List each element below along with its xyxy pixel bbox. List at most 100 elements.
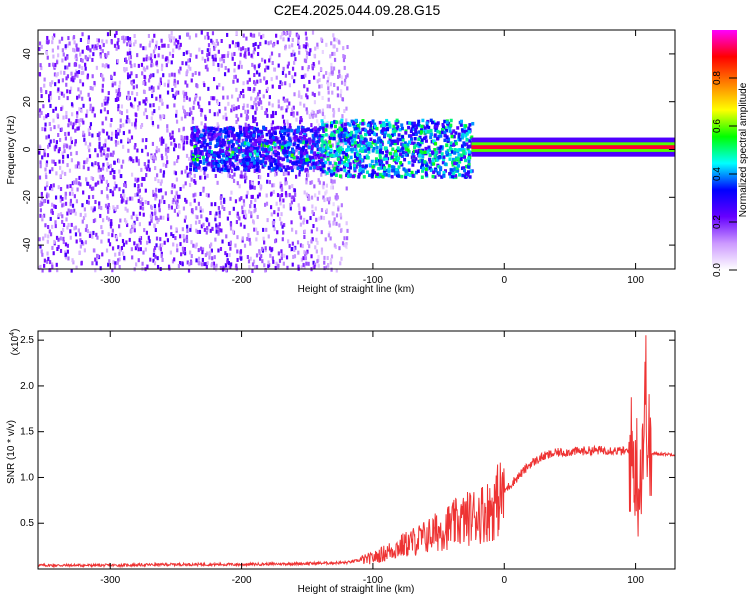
heatmap-cell	[174, 38, 178, 43]
heatmap-cell	[406, 172, 410, 177]
heatmap-cell	[116, 260, 119, 265]
heatmap-cell	[257, 102, 261, 107]
heatmap-cell	[272, 221, 276, 226]
heatmap-cell	[94, 199, 97, 204]
heatmap-cell	[310, 112, 313, 117]
heatmap-cell	[132, 104, 135, 109]
heatmap-cell	[236, 133, 240, 138]
heatmap-cell	[192, 157, 196, 162]
heatmap-cell	[185, 165, 189, 170]
heatmap-cell	[207, 161, 211, 166]
heatmap-cell	[70, 77, 73, 82]
heatmap-cell	[68, 145, 71, 150]
heatmap-cell	[58, 95, 61, 100]
heatmap-cell	[56, 72, 59, 77]
heatmap-cell	[39, 160, 42, 165]
heatmap-cell	[449, 141, 453, 145]
heatmap-cell	[286, 98, 289, 103]
heatmap-cell	[317, 178, 320, 183]
heatmap-cell	[71, 125, 75, 130]
heatmap-cell	[290, 153, 294, 158]
heatmap-cell	[127, 96, 130, 101]
heatmap-cell	[240, 170, 243, 175]
heatmap-cell	[283, 171, 286, 176]
heatmap-cell	[320, 84, 323, 89]
heatmap-cell	[321, 147, 325, 151]
heatmap-cell	[297, 150, 300, 155]
heatmap-cell	[296, 143, 300, 148]
heatmap-cell	[234, 243, 237, 248]
heatmap-cell	[181, 227, 184, 232]
heatmap-cell	[247, 165, 251, 169]
heatmap-cell	[260, 35, 263, 40]
heatmap-cell	[131, 91, 134, 96]
heatmap-cell	[38, 237, 41, 242]
heatmap-cell	[179, 242, 182, 247]
heatmap-cell	[278, 258, 282, 263]
heatmap-cell	[298, 210, 301, 215]
heatmap-cell	[303, 229, 306, 234]
heatmap-cell	[183, 218, 187, 223]
heatmap-cell	[244, 126, 248, 131]
heatmap-cell	[60, 127, 63, 132]
heatmap-cell	[105, 179, 108, 184]
heatmap-cell	[79, 212, 82, 217]
heatmap-cell	[224, 145, 227, 150]
heatmap-cell	[150, 59, 153, 64]
heatmap-cell	[412, 149, 416, 153]
heatmap-cell	[160, 136, 164, 141]
heatmap-cell	[246, 141, 250, 146]
heatmap-cell	[464, 124, 468, 128]
heatmap-cell	[244, 55, 247, 60]
heatmap-cell	[189, 202, 192, 207]
heatmap-cell	[232, 206, 235, 211]
heatmap-cell	[464, 134, 468, 138]
heatmap-cell	[190, 134, 194, 139]
heatmap-cell	[205, 152, 209, 156]
heatmap-cell	[270, 248, 273, 253]
heatmap-cell	[233, 51, 236, 56]
heatmap-cell	[214, 217, 217, 222]
heatmap-cell	[176, 248, 179, 253]
heatmap-cell	[158, 82, 161, 87]
heatmap-cell	[121, 36, 124, 41]
heatmap-cell	[289, 202, 292, 207]
heatmap-cell	[417, 137, 421, 141]
heatmap-cell	[322, 164, 326, 168]
heatmap-cell	[194, 220, 198, 225]
heatmap-cell	[285, 180, 289, 185]
heatmap-cell	[38, 47, 41, 52]
heatmap-cell	[132, 159, 135, 164]
heatmap-cell	[200, 112, 203, 117]
heatmap-cell	[385, 168, 389, 173]
heatmap-cell	[175, 44, 178, 49]
heatmap-cell	[250, 214, 253, 219]
heatmap-cell	[276, 158, 280, 163]
heatmap-cell	[277, 207, 280, 212]
heatmap-cell	[296, 166, 300, 171]
heatmap-cell	[285, 108, 288, 113]
heatmap-cell	[345, 106, 348, 111]
heatmap-cell	[320, 215, 323, 220]
heatmap-cell	[190, 240, 193, 245]
heatmap-cell	[153, 54, 157, 59]
heatmap-cell	[244, 149, 248, 154]
heatmap-cell	[287, 125, 290, 130]
heatmap-cell	[255, 127, 259, 132]
heatmap-cell	[45, 90, 48, 95]
heatmap-cell	[42, 104, 45, 109]
heatmap-cell	[137, 247, 140, 252]
heatmap-cell	[207, 43, 211, 48]
heatmap-cell	[261, 143, 265, 148]
heatmap-cell	[453, 151, 457, 155]
heatmap-cell	[384, 156, 388, 161]
heatmap-cell	[265, 65, 268, 70]
heatmap-cell	[148, 86, 151, 91]
heatmap-cell	[193, 162, 197, 166]
heatmap-cell	[54, 106, 58, 111]
heatmap-cell	[56, 60, 59, 65]
heatmap-cell	[51, 262, 54, 267]
heatmap-cell	[214, 130, 217, 135]
heatmap-cell	[182, 250, 185, 255]
heatmap-cell	[236, 97, 240, 102]
